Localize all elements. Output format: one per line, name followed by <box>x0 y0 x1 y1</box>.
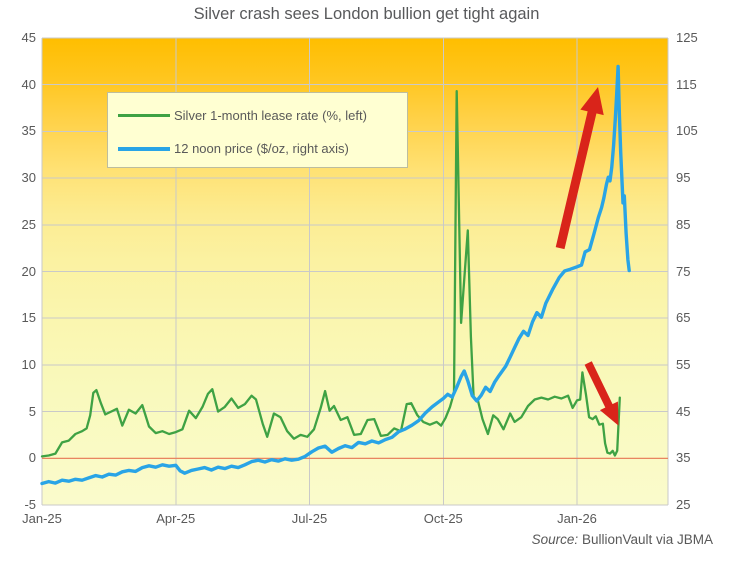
y-left-tick-label: 10 <box>21 356 36 372</box>
y-left-tick-label: 30 <box>21 170 36 186</box>
y-left-tick-label: 40 <box>21 76 36 92</box>
y-left-tick-label: 20 <box>21 263 36 279</box>
x-tick-label: Oct-25 <box>423 511 463 526</box>
y-right-tick-label: 25 <box>676 497 691 512</box>
source-prefix: Source: <box>531 532 579 547</box>
y-left-tick-label: 0 <box>28 450 36 466</box>
up-arrow-head <box>580 87 604 116</box>
lease-rate-line <box>40 90 621 458</box>
legend-label-lease-rate: Silver 1-month lease rate (%, left) <box>174 108 367 123</box>
x-tick-label: Jul-25 <box>291 511 328 526</box>
x-tick-label: Jan-26 <box>557 511 597 526</box>
chart-title: Silver crash sees London bullion get tig… <box>193 5 540 23</box>
y-left-tick-label: 35 <box>21 123 36 139</box>
y-right-tick-label: 85 <box>676 216 691 232</box>
y-right-tick-label: 35 <box>676 450 691 466</box>
y-right-tick-label: 125 <box>676 30 698 45</box>
y-right-tick-label: 45 <box>676 403 691 419</box>
source-text: BullionVault via JBMA <box>578 532 713 547</box>
y-right-tick-label: 105 <box>676 123 698 139</box>
trend-down-arrow <box>584 361 619 426</box>
legend-swatch-price <box>118 146 170 151</box>
x-tick-label: Jan-25 <box>22 511 62 526</box>
y-left-tick-label: 15 <box>21 310 36 326</box>
y-right-tick-label: 65 <box>676 310 691 326</box>
legend-swatch-lease-rate <box>118 114 170 117</box>
legend-item-price: 12 noon price ($/oz, right axis) <box>118 132 407 165</box>
source-credit: Source: BullionVault via JBMA <box>532 532 713 547</box>
y-right-tick-label: 55 <box>676 356 691 372</box>
y-right-tick-label: 115 <box>676 76 697 92</box>
y-left-tick-label: -5 <box>24 497 36 512</box>
y-left-tick-label: 5 <box>28 403 36 419</box>
down-arrow-head <box>599 401 619 426</box>
up-arrow-shaft <box>555 107 598 250</box>
y-right-tick-label: 95 <box>676 170 691 186</box>
trend-up-arrow <box>555 87 604 250</box>
y-left-tick-label: 25 <box>21 216 36 232</box>
legend-item-lease-rate: Silver 1-month lease rate (%, left) <box>118 99 407 132</box>
x-tick-label: Apr-25 <box>156 511 196 526</box>
y-right-tick-label: 75 <box>676 263 691 279</box>
noon-price-line <box>40 64 631 486</box>
down-arrow-shaft <box>584 361 615 412</box>
y-left-tick-label: 45 <box>21 30 36 45</box>
legend: Silver 1-month lease rate (%, left) 12 n… <box>107 92 408 168</box>
legend-label-price: 12 noon price ($/oz, right axis) <box>174 141 349 156</box>
